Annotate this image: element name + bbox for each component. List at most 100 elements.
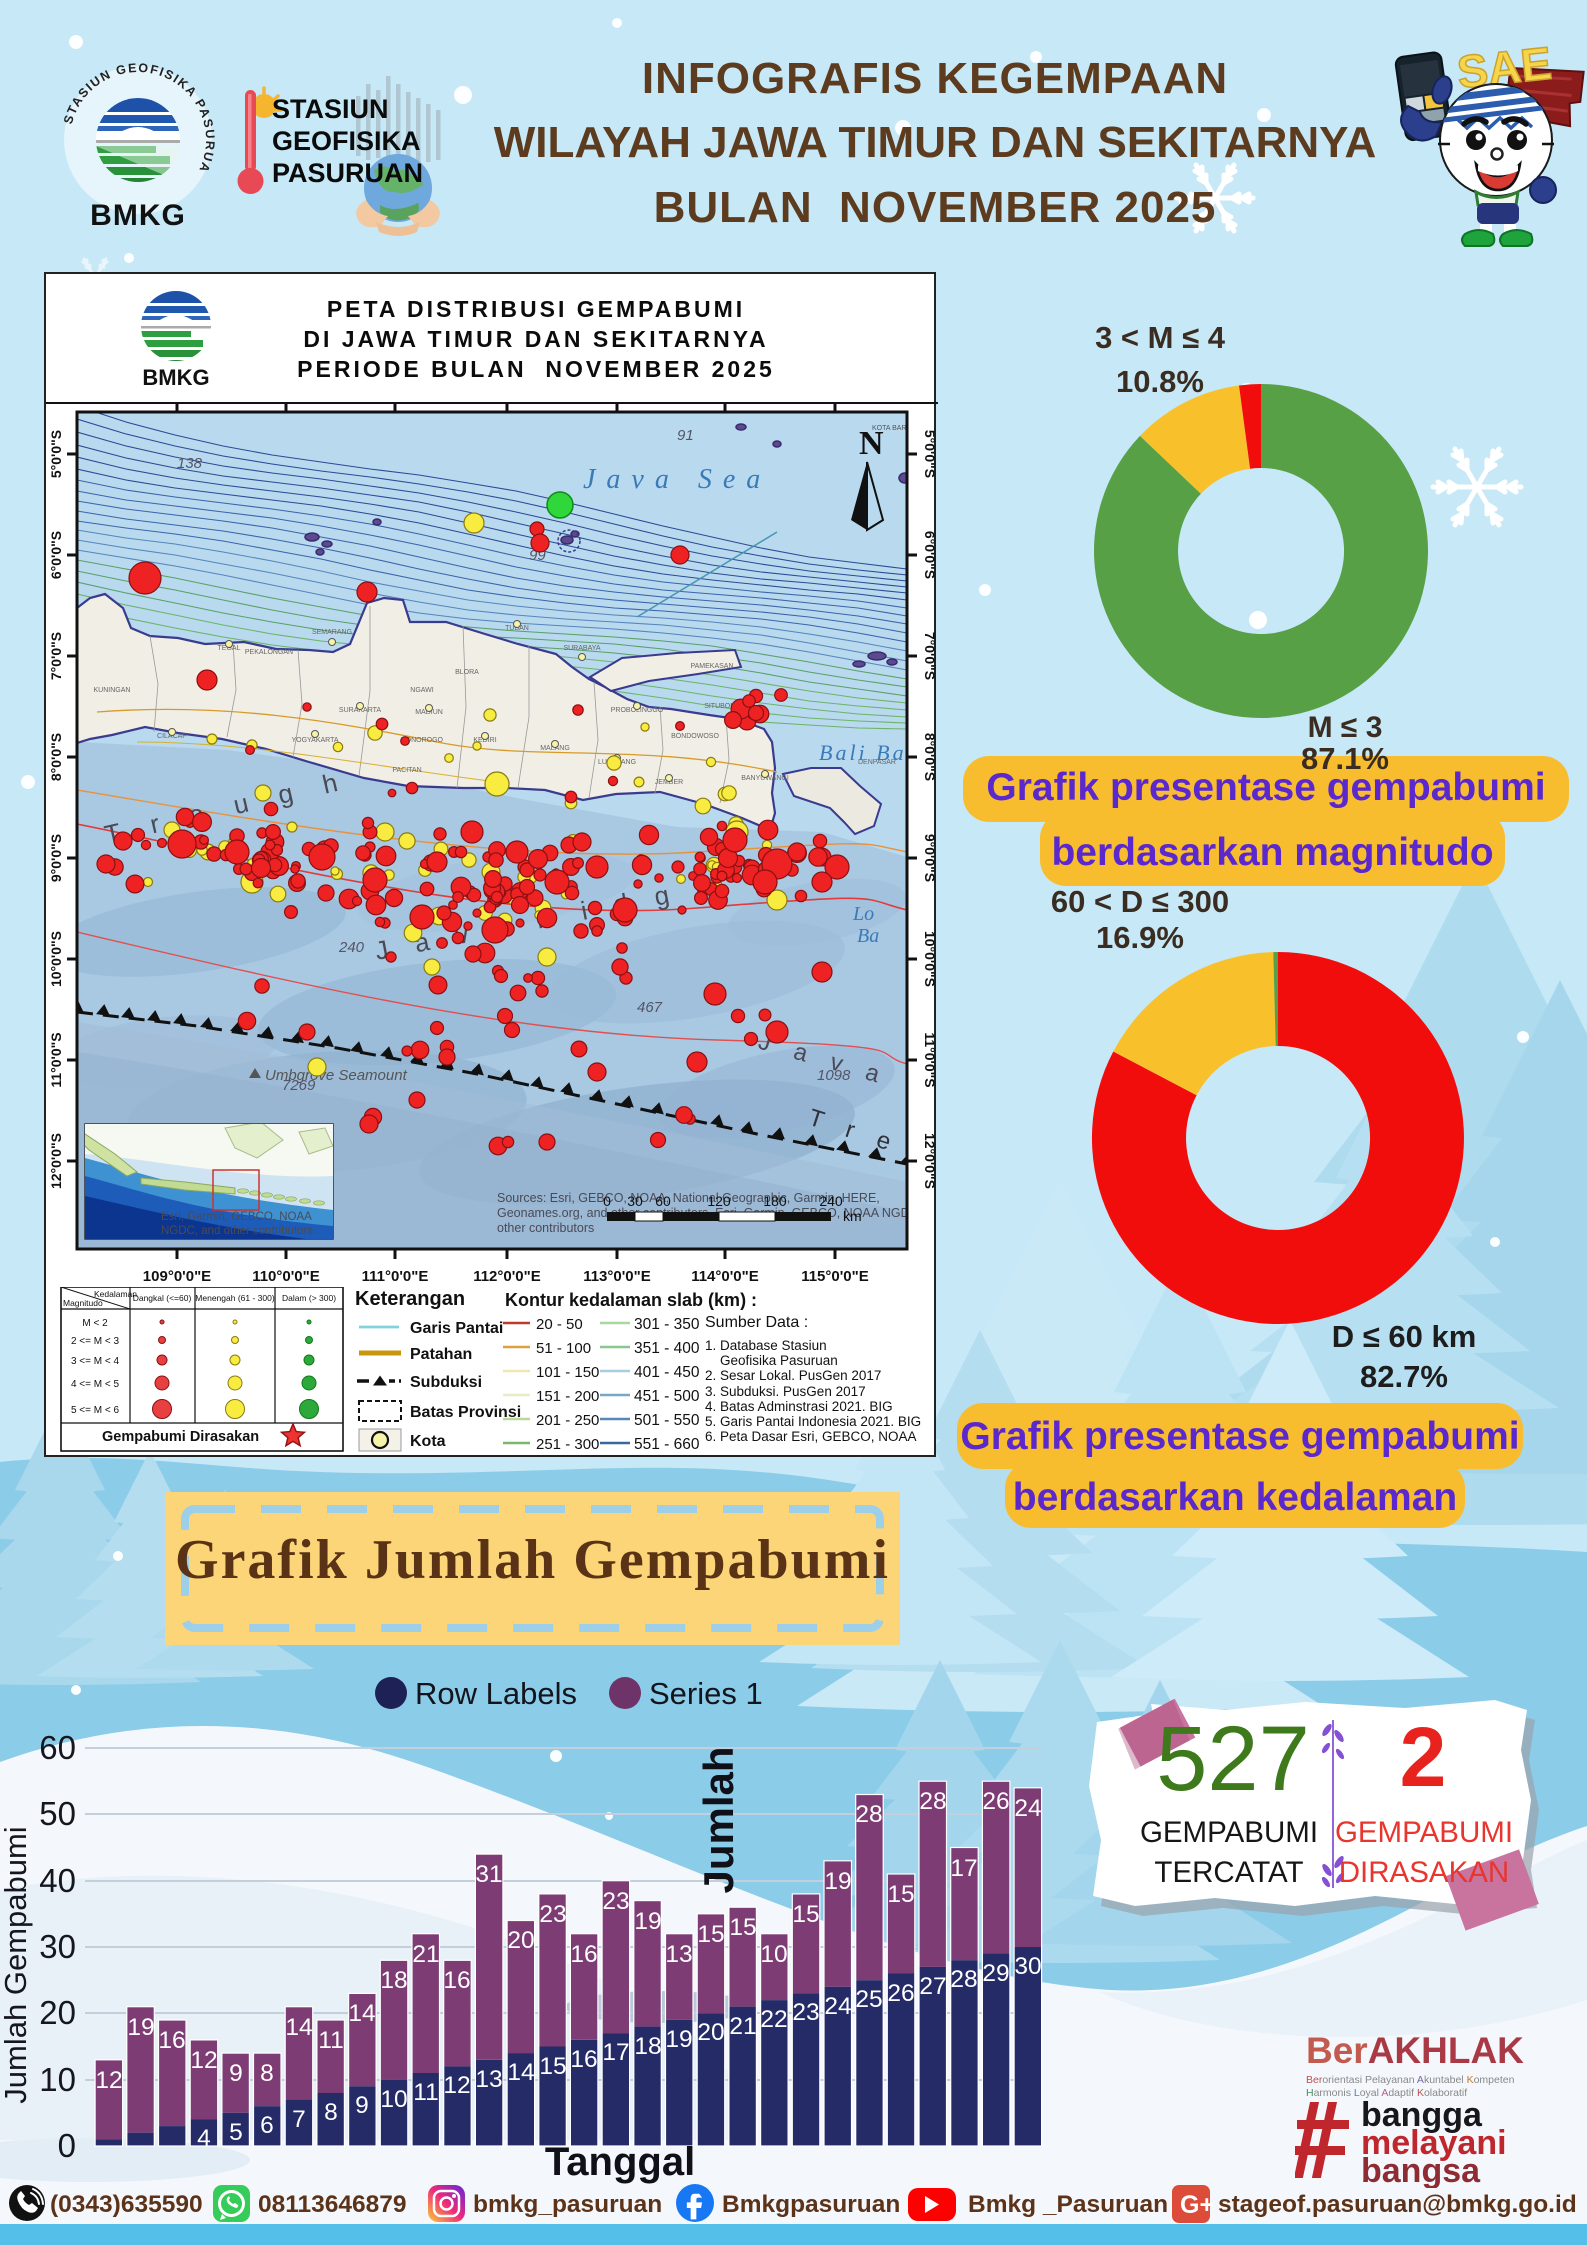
svg-text:60: 60 bbox=[655, 1193, 671, 1209]
svg-text:11°0'0"S: 11°0'0"S bbox=[922, 1032, 938, 1087]
svg-text:Subduksi: Subduksi bbox=[410, 1374, 482, 1391]
svg-text:26: 26 bbox=[887, 1980, 914, 2007]
svg-text:40: 40 bbox=[39, 1862, 76, 1899]
svg-text:10: 10 bbox=[760, 1941, 787, 1968]
svg-text:SITUBONDO: SITUBONDO bbox=[704, 703, 746, 710]
svg-text:TERCATAT: TERCATAT bbox=[1154, 1856, 1303, 1889]
svg-text:MALANG: MALANG bbox=[540, 745, 570, 752]
svg-text:138: 138 bbox=[177, 455, 203, 472]
svg-text:19: 19 bbox=[824, 1868, 851, 1895]
svg-text:9: 9 bbox=[355, 2092, 369, 2119]
svg-text:240: 240 bbox=[338, 939, 365, 956]
svg-text:20: 20 bbox=[697, 2019, 724, 2046]
svg-text:114°0'0"E: 114°0'0"E bbox=[691, 1268, 759, 1285]
svg-text:BMKG: BMKG bbox=[142, 365, 209, 390]
svg-text:51 - 100: 51 - 100 bbox=[536, 1340, 591, 1357]
svg-text:467: 467 bbox=[637, 999, 663, 1016]
svg-text:Geofisika Pasuruan: Geofisika Pasuruan bbox=[705, 1353, 838, 1368]
svg-text:50: 50 bbox=[39, 1795, 76, 1832]
svg-text:30: 30 bbox=[1014, 1953, 1041, 1980]
svg-text:91: 91 bbox=[677, 427, 694, 444]
svg-text:201 - 250: 201 - 250 bbox=[536, 1412, 599, 1429]
svg-text:BONDOWOSO: BONDOWOSO bbox=[671, 733, 719, 740]
svg-text:Dangkal (<=60): Dangkal (<=60) bbox=[133, 1293, 192, 1303]
svg-text:18: 18 bbox=[634, 2033, 661, 2060]
svg-text:27: 27 bbox=[919, 1973, 946, 2000]
svg-text:bmkg_pasuruan: bmkg_pasuruan bbox=[473, 2191, 662, 2218]
svg-text:28: 28 bbox=[855, 1801, 882, 1828]
svg-text:08113646879: 08113646879 bbox=[258, 2191, 407, 2218]
svg-text:4 <= M < 5: 4 <= M < 5 bbox=[71, 1379, 120, 1390]
svg-text:Magnitudo: Magnitudo bbox=[63, 1298, 103, 1308]
svg-text:Kota: Kota bbox=[410, 1433, 446, 1450]
svg-text:115°0'0"E: 115°0'0"E bbox=[801, 1268, 869, 1285]
svg-text:Sources: Esri, GEBCO, NOAA, Na: Sources: Esri, GEBCO, NOAA, National Geo… bbox=[497, 1191, 880, 1205]
svg-text:3 <= M < 4: 3 <= M < 4 bbox=[71, 1356, 120, 1367]
svg-text:KOTA BARU: KOTA BARU bbox=[872, 425, 912, 432]
svg-text:25: 25 bbox=[855, 1986, 882, 2013]
svg-text:7269: 7269 bbox=[282, 1077, 316, 1094]
svg-text:Tanggal: Tanggal bbox=[545, 2140, 695, 2184]
svg-text:180: 180 bbox=[763, 1193, 787, 1209]
svg-text:other contributors: other contributors bbox=[497, 1221, 594, 1235]
svg-text:km: km bbox=[843, 1208, 862, 1224]
svg-text:Kedalaman: Kedalaman bbox=[94, 1289, 137, 1299]
svg-text:22: 22 bbox=[760, 2006, 787, 2033]
svg-text:8°0'0"S: 8°0'0"S bbox=[48, 733, 64, 781]
svg-text:N: N bbox=[859, 425, 884, 462]
svg-text:1098: 1098 bbox=[817, 1067, 851, 1084]
svg-text:MADIUN: MADIUN bbox=[415, 709, 443, 716]
svg-text:8: 8 bbox=[260, 2060, 274, 2087]
svg-text:23: 23 bbox=[792, 1999, 819, 2026]
svg-text:5°0'0"S: 5°0'0"S bbox=[48, 430, 64, 478]
svg-text:Jumlah Gempabumi: Jumlah Gempabumi bbox=[0, 1826, 33, 2103]
svg-text:551 - 660: 551 - 660 bbox=[634, 1436, 700, 1453]
svg-text:10°0'0"S: 10°0'0"S bbox=[48, 931, 64, 987]
svg-text:17: 17 bbox=[602, 2039, 629, 2066]
svg-text:Menengah (61 - 300): Menengah (61 - 300) bbox=[195, 1293, 275, 1303]
svg-text:2. Sesar Lokal. PusGen 2017: 2. Sesar Lokal. PusGen 2017 bbox=[705, 1368, 881, 1383]
svg-text:6°0'0"S: 6°0'0"S bbox=[922, 531, 938, 579]
svg-text:Gempabumi Dirasakan: Gempabumi Dirasakan bbox=[102, 1429, 259, 1445]
svg-text:28: 28 bbox=[950, 1966, 977, 1993]
svg-text:4: 4 bbox=[197, 2125, 211, 2152]
svg-text:12: 12 bbox=[95, 2067, 122, 2094]
svg-text:PAMEKASAN: PAMEKASAN bbox=[690, 663, 733, 670]
svg-text:Row Labels: Row Labels bbox=[415, 1676, 577, 1711]
svg-text:12°0'0"S: 12°0'0"S bbox=[48, 1133, 64, 1189]
svg-text:G+: G+ bbox=[1180, 2191, 1214, 2219]
svg-text:Kontur kedalaman slab (km) :: Kontur kedalaman slab (km) : bbox=[505, 1290, 757, 1310]
svg-text:Ba: Ba bbox=[857, 925, 879, 947]
svg-text:BMKG: BMKG bbox=[90, 199, 186, 232]
svg-text:20 - 50: 20 - 50 bbox=[536, 1316, 583, 1333]
svg-text:Umbgrove Seamount: Umbgrove Seamount bbox=[265, 1067, 408, 1084]
svg-text:TUBAN: TUBAN bbox=[505, 625, 529, 632]
svg-text:20: 20 bbox=[39, 1994, 76, 2031]
svg-text:6°0'0"S: 6°0'0"S bbox=[48, 531, 64, 579]
svg-text:7: 7 bbox=[292, 2106, 306, 2133]
svg-text:5 <= M < 6: 5 <= M < 6 bbox=[71, 1405, 120, 1416]
svg-text:30: 30 bbox=[39, 1928, 76, 1965]
svg-text:12: 12 bbox=[443, 2072, 470, 2099]
svg-text:M < 2: M < 2 bbox=[82, 1318, 108, 1329]
svg-text:21: 21 bbox=[412, 1941, 439, 1968]
svg-text:6: 6 bbox=[260, 2112, 274, 2139]
svg-text:13: 13 bbox=[665, 1941, 692, 1968]
svg-text:251 - 300: 251 - 300 bbox=[536, 1436, 599, 1453]
svg-text:5. Garis Pantai Indonesia 2021: 5. Garis Pantai Indonesia 2021. BIG bbox=[705, 1414, 921, 1429]
svg-text:5: 5 bbox=[229, 2119, 243, 2146]
svg-text:12: 12 bbox=[190, 2047, 217, 2074]
svg-text:3. Subduksi. PusGen 2017: 3. Subduksi. PusGen 2017 bbox=[705, 1384, 866, 1399]
svg-text:26: 26 bbox=[982, 1788, 1009, 1815]
svg-text:YOGYAKARTA: YOGYAKARTA bbox=[291, 737, 338, 744]
svg-text:19: 19 bbox=[665, 2026, 692, 2053]
svg-text:NGAWI: NGAWI bbox=[410, 687, 434, 694]
svg-text:10°0'0"S: 10°0'0"S bbox=[922, 931, 938, 987]
svg-text:Garis Pantai: Garis Pantai bbox=[410, 1320, 503, 1337]
svg-text:6. Peta Dasar Esri, GEBCO, NOA: 6. Peta Dasar Esri, GEBCO, NOAA bbox=[705, 1429, 917, 1444]
svg-text:109°0'0"E: 109°0'0"E bbox=[143, 1268, 211, 1285]
svg-text:112°0'0"E: 112°0'0"E bbox=[473, 1268, 541, 1285]
svg-text:SEMARANG: SEMARANG bbox=[312, 629, 352, 636]
svg-text:5°0'0"S: 5°0'0"S bbox=[922, 430, 938, 478]
svg-text:17: 17 bbox=[950, 1855, 977, 1882]
